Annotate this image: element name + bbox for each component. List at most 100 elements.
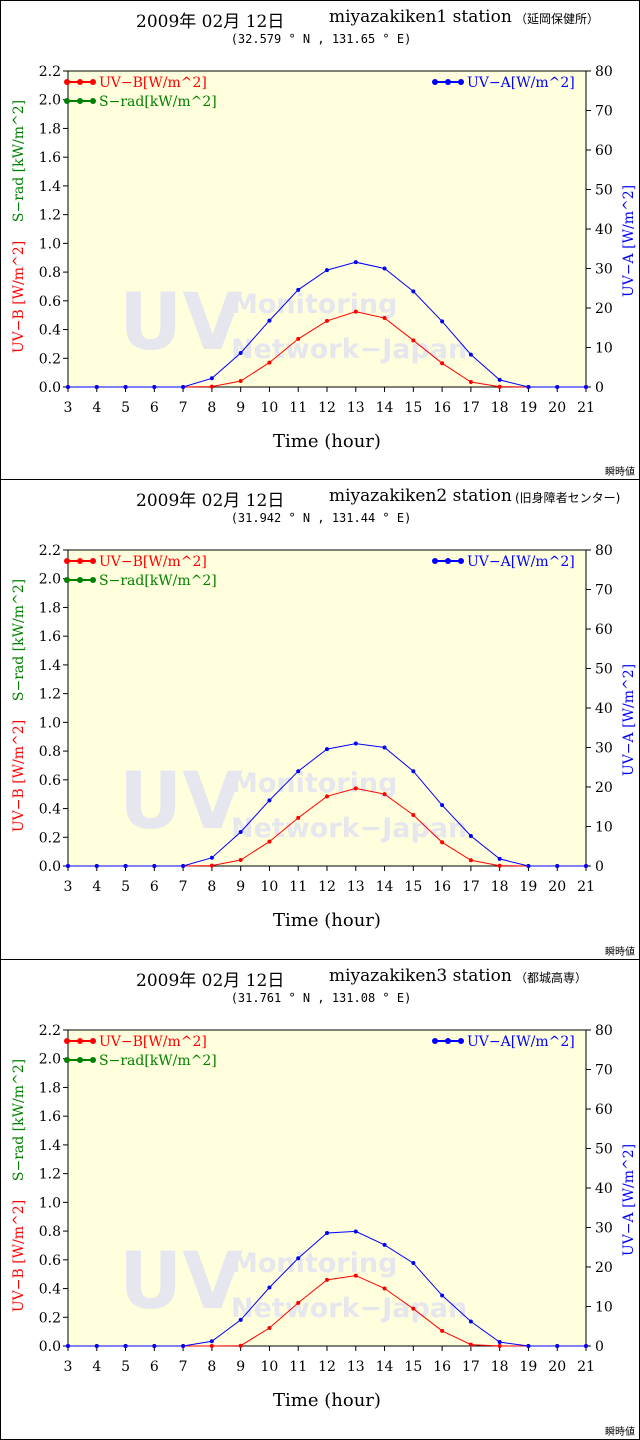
y-axis-label-uva: UV−A [W/m^2] xyxy=(621,185,637,297)
uva-data-point xyxy=(94,1344,99,1348)
uva-data-point xyxy=(66,1344,70,1348)
right-tick-label: 0 xyxy=(595,380,604,396)
uvb-data-point xyxy=(296,336,301,341)
station-coordinates: (32.579 ° N , 131.65 ° E) xyxy=(230,32,412,46)
x-tick-label: 16 xyxy=(433,879,451,895)
legend-uva-marker xyxy=(445,1038,451,1044)
right-tick-label: 60 xyxy=(595,622,613,638)
legend-uva-marker xyxy=(458,558,464,564)
uvb-data-point xyxy=(267,1326,272,1331)
watermark-line1: Monitoring xyxy=(231,768,397,799)
uvb-data-point xyxy=(353,309,358,314)
x-tick-label: 12 xyxy=(318,879,336,895)
watermark-uv: UV xyxy=(119,1237,243,1327)
legend-uvb-label: UV−B[W/m^2] xyxy=(99,1034,207,1050)
instantaneous-value-note: 瞬時値 xyxy=(605,947,635,958)
x-tick-label: 5 xyxy=(121,879,130,895)
uvb-data-point xyxy=(468,858,473,863)
legend-uva-marker xyxy=(432,79,438,85)
left-tick-label: 0.4 xyxy=(39,323,61,339)
legend-srad-marker xyxy=(77,1057,83,1063)
x-tick-label: 12 xyxy=(318,1359,336,1375)
right-tick-label: 40 xyxy=(595,701,613,717)
station-coordinates: (31.942 ° N , 131.44 ° E) xyxy=(230,511,412,525)
y-axis-label-uvb: UV−B [W/m^2] xyxy=(11,1200,27,1312)
legend-uvb: UV−B[W/m^2] xyxy=(64,1034,207,1050)
uvb-data-point xyxy=(497,1344,502,1348)
uva-data-point xyxy=(94,864,99,868)
x-tick-label: 21 xyxy=(577,400,595,416)
x-tick-label: 21 xyxy=(577,879,595,895)
uvb-data-point xyxy=(296,815,301,820)
legend-srad-marker xyxy=(77,577,83,583)
x-tick-label: 16 xyxy=(433,1359,451,1375)
x-tick-label: 3 xyxy=(64,879,73,895)
legend-uvb-marker xyxy=(64,79,70,85)
x-tick-label: 6 xyxy=(150,1359,159,1375)
chart-date: 2009年 02月 12日 xyxy=(136,12,285,32)
legend-srad: S−rad[kW/m^2] xyxy=(64,94,217,110)
right-tick-label: 50 xyxy=(595,183,613,199)
legend-srad-label: S−rad[kW/m^2] xyxy=(99,94,217,110)
uva-data-point xyxy=(123,385,128,389)
uva-data-point xyxy=(468,352,473,357)
uva-data-point xyxy=(152,1344,157,1348)
legend-uva-marker xyxy=(458,79,464,85)
uvb-data-point xyxy=(497,384,502,389)
panel-title: 2009年 02月 12日 miyazakiken1 station （延岡保健… xyxy=(1,5,640,32)
right-tick-label: 20 xyxy=(595,1260,613,1276)
station-location-jp: (旧身障者センター) xyxy=(515,491,621,505)
uva-data-point xyxy=(555,385,560,389)
right-tick-label: 40 xyxy=(595,1181,613,1197)
uvb-data-point xyxy=(209,863,214,868)
x-tick-label: 19 xyxy=(520,879,538,895)
x-tick-label: 14 xyxy=(376,1359,394,1375)
uva-data-point xyxy=(152,385,157,389)
right-tick-label: 20 xyxy=(595,780,613,796)
x-tick-label: 19 xyxy=(520,400,538,416)
x-tick-label: 14 xyxy=(376,879,394,895)
uva-data-point xyxy=(584,1344,588,1348)
watermark-uv: UV xyxy=(119,278,243,368)
uvb-data-point xyxy=(382,792,387,797)
uva-data-point xyxy=(440,319,445,324)
x-tick-label: 9 xyxy=(236,1359,245,1375)
x-tick-label: 11 xyxy=(289,400,307,416)
x-tick-label: 16 xyxy=(433,400,451,416)
y-axis-label-uvb: UV−B [W/m^2] xyxy=(11,720,27,832)
uvb-data-point xyxy=(238,1343,243,1348)
right-tick-label: 0 xyxy=(595,1339,604,1355)
left-tick-label: 0.8 xyxy=(39,744,61,760)
legend-uvb-marker xyxy=(64,558,70,564)
legend-uva: UV−A[W/m^2] xyxy=(432,554,575,570)
station-chart-panel-1: UV Monitoring Network−Japan 0.0 0.2 0.4 0.6 0.8… xyxy=(0,0,640,480)
uvb-data-point xyxy=(440,1328,445,1333)
legend-uvb-marker xyxy=(90,79,96,85)
station-location-jp: （都城高専） xyxy=(515,971,588,985)
legend-uvb-marker xyxy=(90,558,96,564)
uvb-data-point xyxy=(325,1277,329,1282)
uva-data-point xyxy=(497,377,502,382)
uva-data-point xyxy=(325,268,329,273)
legend-uvb: UV−B[W/m^2] xyxy=(64,554,207,570)
legend-srad: S−rad[kW/m^2] xyxy=(64,573,217,589)
uva-data-point xyxy=(353,260,358,265)
left-tick-label: 0.2 xyxy=(39,1310,61,1326)
x-tick-label: 3 xyxy=(64,400,73,416)
watermark-line2: Network−Japan xyxy=(231,1293,467,1324)
left-tick-label: 0.8 xyxy=(39,1224,61,1240)
y-axis-label-srad: S−rad [kW/m^2] xyxy=(11,100,27,222)
left-tick-label: 0.8 xyxy=(39,265,61,281)
left-tick-label: 1.6 xyxy=(39,629,61,645)
station-name: miyazakiken2 station xyxy=(329,486,512,506)
uvb-data-point xyxy=(353,786,358,791)
uva-data-point xyxy=(123,1344,128,1348)
right-tick-label: 80 xyxy=(595,64,613,80)
uva-data-point xyxy=(66,864,70,868)
uva-data-point xyxy=(440,803,445,808)
uva-data-point xyxy=(411,769,416,774)
chart-date: 2009年 02月 12日 xyxy=(136,491,285,511)
legend-uva-marker xyxy=(432,1038,438,1044)
